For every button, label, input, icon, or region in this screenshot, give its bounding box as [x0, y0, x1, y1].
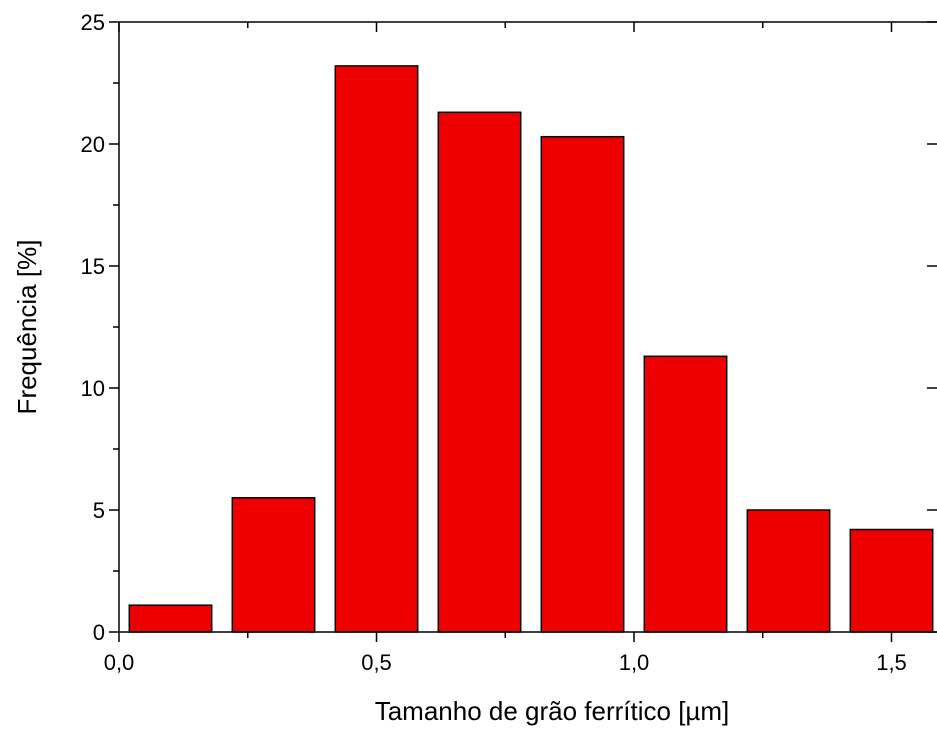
y-tick-label-4: 20: [81, 132, 105, 157]
y-axis-title: Frequência [%]: [12, 240, 42, 415]
y-axis-ticks: 0 5 10 15 20 25: [81, 10, 937, 645]
bar-0: [128, 604, 213, 633]
bar-6: [746, 509, 831, 633]
x-tick-label-0: 0,0: [104, 650, 135, 675]
x-axis-title: Tamanho de grão ferrítico [µm]: [375, 696, 730, 726]
y-tick-label-2: 10: [81, 376, 105, 401]
x-axis-ticks: 0,00,51,01,52,02,53,0: [104, 22, 907, 675]
y-tick-label-1: 5: [93, 498, 105, 523]
x-tick-label-3: 1,5: [876, 650, 907, 675]
y-tick-label-3: 15: [81, 254, 105, 279]
bar-4: [540, 135, 625, 633]
bar-7: [849, 528, 934, 633]
bar-1: [231, 497, 316, 633]
y-tick-label-5: 25: [81, 10, 105, 35]
y-tick-label-0: 0: [93, 620, 105, 645]
bars-group: [128, 65, 934, 633]
x-tick-label-1: 0,5: [361, 650, 392, 675]
bar-5: [643, 355, 728, 633]
x-tick-label-2: 1,0: [619, 650, 650, 675]
bar-3: [437, 111, 522, 633]
bar-2: [334, 65, 419, 633]
